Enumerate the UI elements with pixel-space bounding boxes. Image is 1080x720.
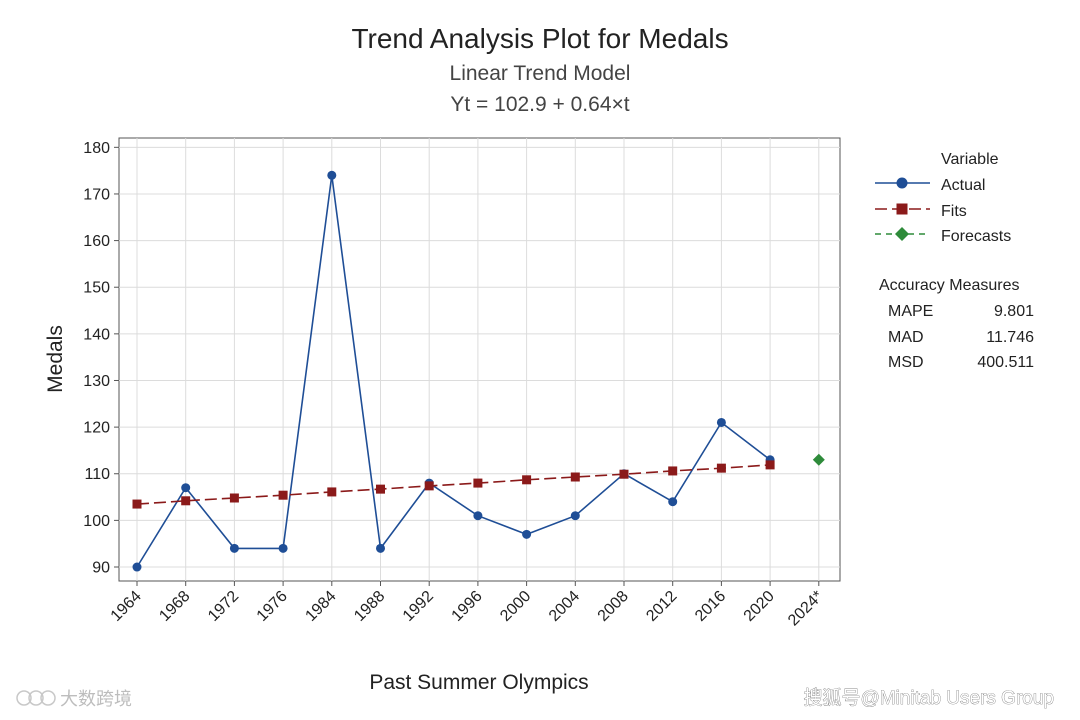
- watermark-left-text: 大数跨境: [60, 689, 132, 709]
- y-tick-label-180: 180: [83, 140, 110, 157]
- accuracy-value-mad: 11.746: [986, 329, 1034, 346]
- data-point-fits-1968: [181, 496, 191, 506]
- x-tick-label-11: 2012: [643, 588, 680, 625]
- accuracy-measures: Accuracy Measures MAPE 9.801 MAD 11.746 …: [879, 277, 1034, 371]
- data-point-fits-1984: [327, 487, 337, 497]
- x-tick-label-8: 2000: [497, 588, 534, 625]
- data-point-actual-2000: [522, 529, 532, 539]
- accuracy-value-msd: 400.511: [977, 354, 1034, 371]
- legend-label-fits: Fits: [941, 203, 967, 220]
- x-tick-label-6: 1992: [400, 588, 437, 625]
- x-tick-label-4: 1984: [302, 588, 339, 625]
- y-axis-title: Medals: [44, 325, 67, 393]
- legend-label-forecasts: Forecasts: [941, 228, 1011, 245]
- data-point-fits-1992: [424, 481, 434, 491]
- legend-title: Variable: [941, 151, 999, 168]
- data-point-fits-1988: [376, 484, 385, 494]
- legend-item-actual: Actual: [875, 177, 985, 194]
- y-tick-label-150: 150: [83, 280, 110, 297]
- y-tick-label-130: 130: [83, 373, 110, 390]
- accuracy-label-mape: MAPE: [888, 303, 933, 320]
- x-tick-label-3: 1976: [254, 588, 291, 625]
- x-tick-label-5: 1988: [351, 588, 388, 625]
- data-point-fits-2004: [570, 472, 580, 482]
- data-point-actual-2016: [716, 417, 726, 427]
- data-point-actual-2012: [668, 497, 678, 507]
- data-point-actual-2004: [570, 511, 580, 521]
- y-tick-label-160: 160: [83, 233, 110, 250]
- x-tick-label-9: 2004: [546, 588, 583, 625]
- x-tick-label-0: 1964: [108, 588, 145, 625]
- data-point-fits-2000: [522, 475, 532, 485]
- data-point-actual-1988: [376, 543, 385, 553]
- chart-subtitle: Linear Trend Model: [450, 62, 631, 85]
- legend-item-fits: Fits: [875, 203, 967, 220]
- data-point-actual-1964: [132, 562, 142, 572]
- legend-marker-forecasts: [895, 227, 909, 241]
- data-point-fits-2016: [716, 463, 726, 473]
- data-point-actual-1996: [473, 511, 483, 521]
- x-tick-label-12: 2016: [692, 588, 729, 625]
- accuracy-value-mape: 9.801: [994, 303, 1034, 320]
- legend: Variable Actual Fits Forecasts: [875, 151, 1011, 245]
- x-tick-label-14: 2024*: [785, 588, 827, 630]
- accuracy-label-mad: MAD: [888, 329, 924, 346]
- legend-marker-actual: [896, 177, 908, 189]
- x-tick-label-7: 1996: [449, 588, 486, 625]
- data-point-actual-1968: [181, 483, 191, 493]
- data-point-fits-1976: [278, 490, 288, 500]
- series-line-actual: [136, 175, 771, 568]
- chart-title: Trend Analysis Plot for Medals: [351, 23, 728, 54]
- watermark-logo-icon: [16, 690, 56, 706]
- legend-item-forecasts: Forecasts: [875, 227, 1011, 245]
- data-point-fits-2008: [619, 469, 629, 479]
- series-line-fits: [136, 464, 771, 505]
- watermark-left: 大数跨境: [16, 689, 132, 709]
- y-tick-label-100: 100: [83, 513, 110, 530]
- x-axis-ticks: 1964 1968 1972 1976 1984 1988 1992 1996 2000 2004…: [108, 581, 827, 629]
- data-point-actual-1976: [278, 543, 288, 553]
- x-tick-label-2: 1972: [205, 588, 242, 625]
- y-tick-label-90: 90: [92, 560, 110, 577]
- x-tick-label-1: 1968: [156, 588, 193, 625]
- legend-label-actual: Actual: [941, 177, 985, 194]
- data-point-fits-1996: [473, 478, 483, 488]
- accuracy-label-msd: MSD: [888, 354, 924, 371]
- x-tick-label-13: 2020: [741, 588, 778, 625]
- data-point-fits-1972: [229, 493, 239, 503]
- data-point-actual-1984: [327, 170, 337, 180]
- plot-area: [118, 137, 841, 582]
- y-tick-label-110: 110: [84, 466, 110, 483]
- grid-layer: [119, 138, 840, 581]
- y-tick-label-140: 140: [83, 326, 110, 343]
- y-axis-ticks: 90 100 110 120 130 140 150 160 170 180: [83, 140, 119, 577]
- watermark-right-text: 搜狐号@Minitab Users Group: [803, 687, 1054, 709]
- x-tick-label-10: 2008: [595, 588, 632, 625]
- series-layer: [132, 170, 825, 572]
- y-tick-label-120: 120: [83, 420, 110, 437]
- data-point-actual-1972: [229, 543, 239, 553]
- data-point-forecasts-2024*: [812, 453, 825, 466]
- accuracy-title: Accuracy Measures: [879, 277, 1020, 294]
- chart-equation: Yt = 102.9 + 0.64×t: [450, 93, 629, 116]
- data-point-fits-2012: [668, 466, 678, 476]
- data-point-fits-2020: [765, 460, 775, 470]
- data-point-fits-1964: [132, 499, 142, 509]
- x-axis-title: Past Summer Olympics: [369, 671, 588, 694]
- y-tick-label-170: 170: [83, 186, 110, 203]
- legend-marker-fits: [896, 203, 908, 215]
